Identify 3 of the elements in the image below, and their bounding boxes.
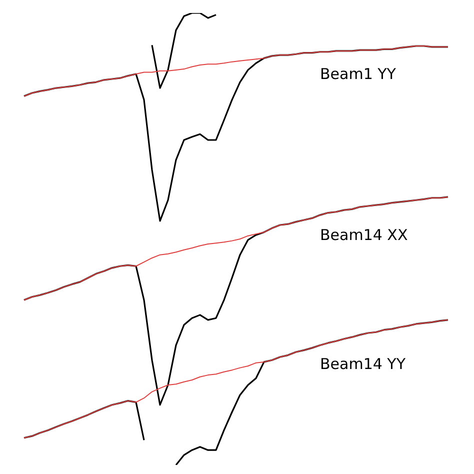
series-label: Beam14 YY xyxy=(320,355,406,374)
series-label: Beam1 YY xyxy=(320,64,397,83)
series-label: Beam14 XX xyxy=(320,226,408,244)
